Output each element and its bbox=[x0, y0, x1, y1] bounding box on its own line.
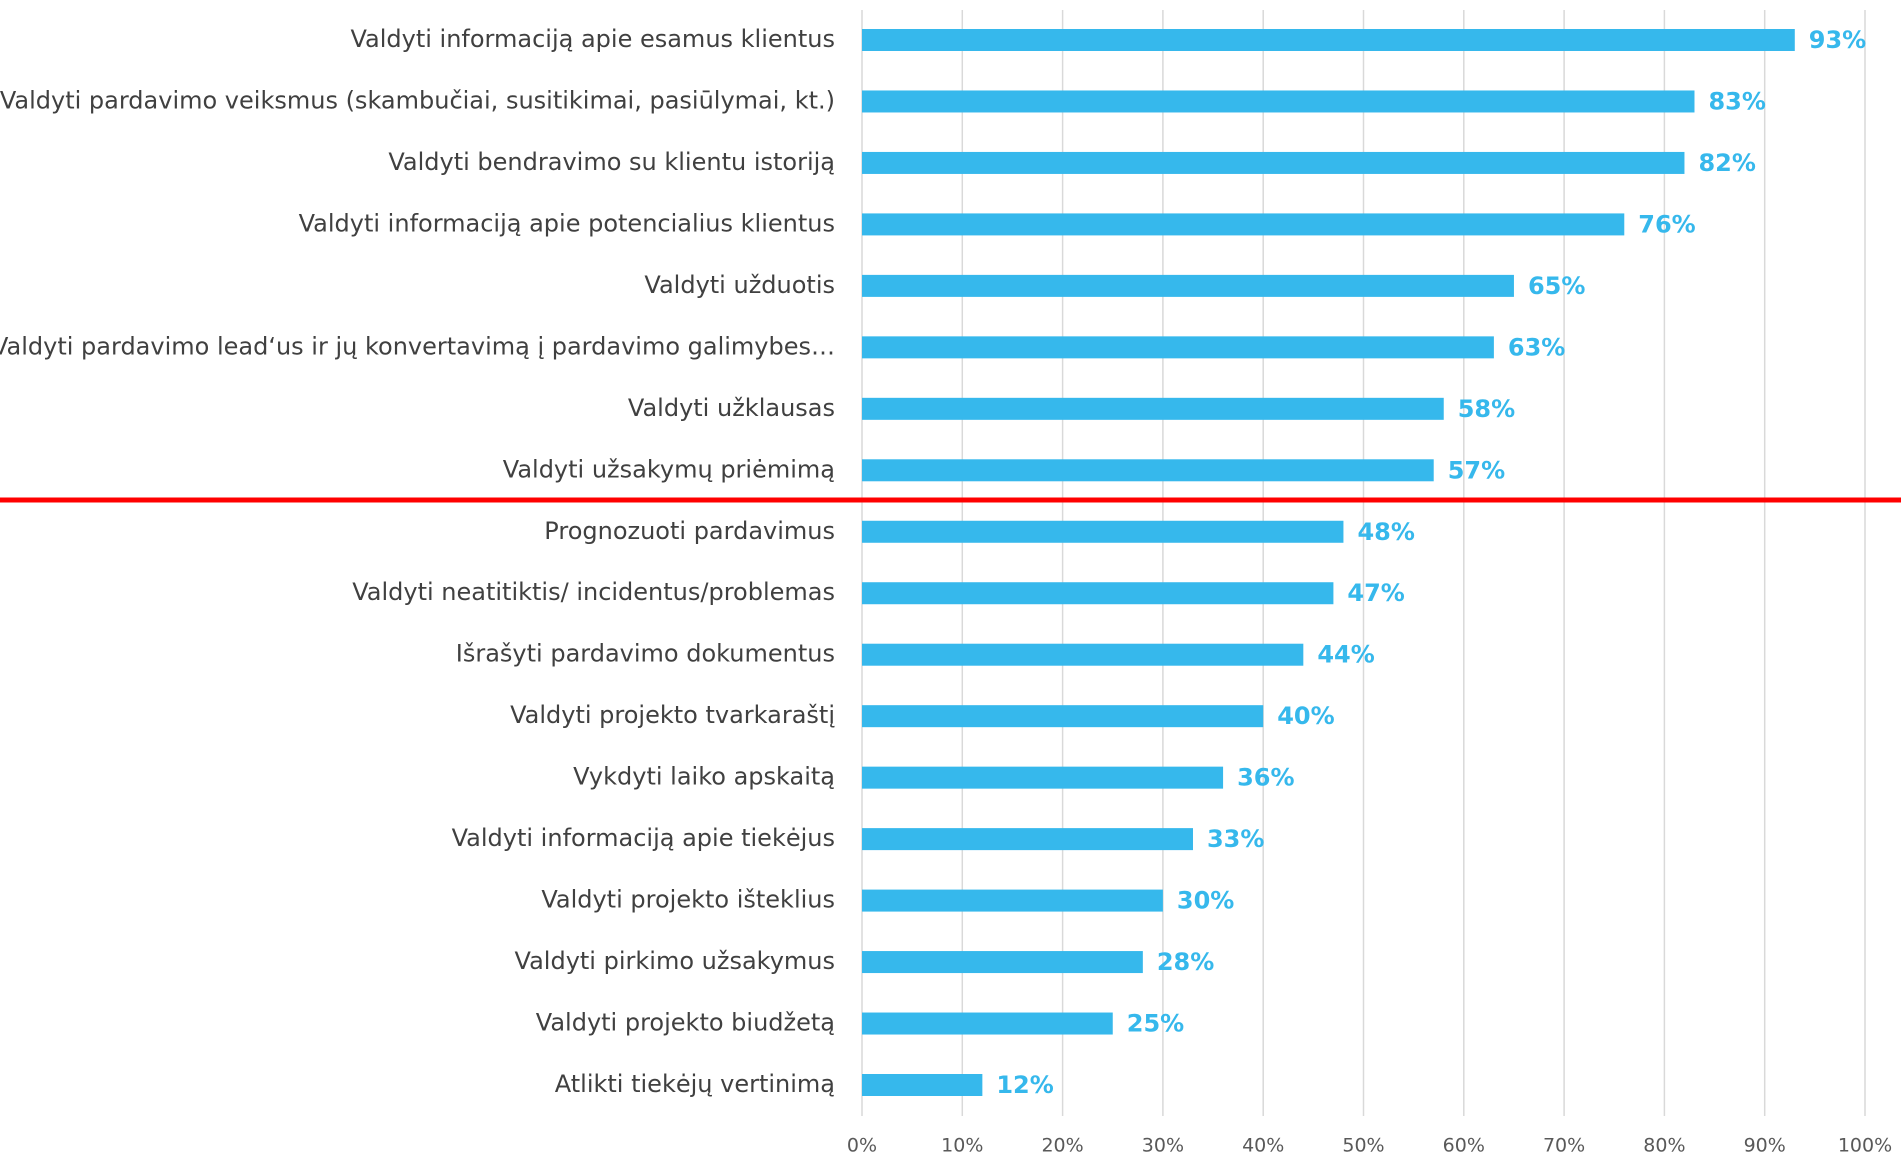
category-label: Valdyti užduotis bbox=[644, 271, 835, 299]
value-label: 63% bbox=[1508, 333, 1565, 361]
x-tick-label: 100% bbox=[1838, 1135, 1892, 1156]
bar bbox=[862, 766, 1224, 789]
x-tick-label: 50% bbox=[1342, 1135, 1384, 1156]
value-label: 82% bbox=[1698, 149, 1755, 177]
x-tick-label: 0% bbox=[847, 1135, 877, 1156]
value-label: 58% bbox=[1458, 395, 1515, 423]
value-label: 76% bbox=[1638, 210, 1695, 238]
bar bbox=[862, 274, 1514, 297]
category-label: Atlikti tiekėjų vertinimą bbox=[555, 1070, 835, 1098]
value-label: 83% bbox=[1708, 87, 1765, 115]
x-tick-label: 70% bbox=[1543, 1135, 1585, 1156]
bar bbox=[862, 29, 1795, 51]
category-label: Išrašyti pardavimo dokumentus bbox=[456, 640, 835, 668]
bar bbox=[862, 336, 1494, 359]
x-tick-label: 60% bbox=[1443, 1135, 1485, 1156]
value-label: 33% bbox=[1207, 825, 1264, 853]
category-label: Valdyti pirkimo užsakymus bbox=[515, 947, 835, 975]
value-label: 44% bbox=[1317, 641, 1374, 669]
bar bbox=[862, 397, 1444, 420]
bar bbox=[862, 520, 1344, 543]
category-label: Prognozuoti pardavimus bbox=[544, 517, 835, 545]
value-label: 28% bbox=[1157, 948, 1214, 976]
bar bbox=[862, 1012, 1113, 1035]
category-label: Vykdyti laiko apskaitą bbox=[573, 763, 835, 791]
bar bbox=[862, 889, 1163, 912]
category-label: Valdyti informaciją apie esamus klientus bbox=[350, 25, 835, 53]
x-tick-label: 40% bbox=[1242, 1135, 1284, 1156]
x-tick-label: 30% bbox=[1142, 1135, 1184, 1156]
value-label: 93% bbox=[1809, 26, 1866, 54]
x-tick-label: 80% bbox=[1643, 1135, 1685, 1156]
bar bbox=[862, 459, 1434, 482]
category-label: Valdyti projekto biudžetą bbox=[536, 1009, 835, 1037]
value-label: 65% bbox=[1528, 272, 1585, 300]
bar bbox=[862, 151, 1685, 174]
value-label: 40% bbox=[1277, 702, 1334, 730]
category-label: Valdyti užklausas bbox=[628, 394, 835, 422]
category-label: Valdyti informaciją apie potencialius kl… bbox=[299, 209, 835, 237]
category-label: Valdyti informaciją apie tiekėjus bbox=[452, 824, 835, 852]
category-label: Valdyti užsakymų priėmimą bbox=[503, 455, 835, 483]
bar bbox=[862, 90, 1695, 113]
bar bbox=[862, 643, 1304, 666]
bar bbox=[862, 705, 1264, 728]
bar bbox=[862, 1074, 983, 1096]
value-label: 48% bbox=[1357, 518, 1414, 546]
value-label: 30% bbox=[1177, 887, 1234, 915]
category-label: Valdyti neatitiktis/ incidentus/problema… bbox=[352, 578, 835, 606]
x-tick-label: 20% bbox=[1041, 1135, 1083, 1156]
value-label: 47% bbox=[1347, 579, 1404, 607]
category-label: Valdyti pardavimo veiksmus (skambučiai, … bbox=[0, 86, 835, 114]
bar bbox=[862, 213, 1625, 236]
bar bbox=[862, 951, 1143, 974]
x-tick-label: 90% bbox=[1744, 1135, 1786, 1156]
x-tick-label: 10% bbox=[941, 1135, 983, 1156]
value-label: 57% bbox=[1448, 456, 1505, 484]
category-label: Valdyti projekto išteklius bbox=[541, 886, 835, 914]
bar bbox=[862, 582, 1334, 605]
category-label: Valdyti pardavimo lead‘us ir jų konverta… bbox=[0, 332, 835, 360]
category-label: Valdyti projekto tvarkaraštį bbox=[510, 701, 835, 729]
value-label: 12% bbox=[996, 1071, 1053, 1099]
bar bbox=[862, 828, 1193, 851]
category-label: Valdyti bendravimo su klientu istoriją bbox=[388, 148, 835, 176]
value-label: 25% bbox=[1127, 1010, 1184, 1038]
value-label: 36% bbox=[1237, 764, 1294, 792]
